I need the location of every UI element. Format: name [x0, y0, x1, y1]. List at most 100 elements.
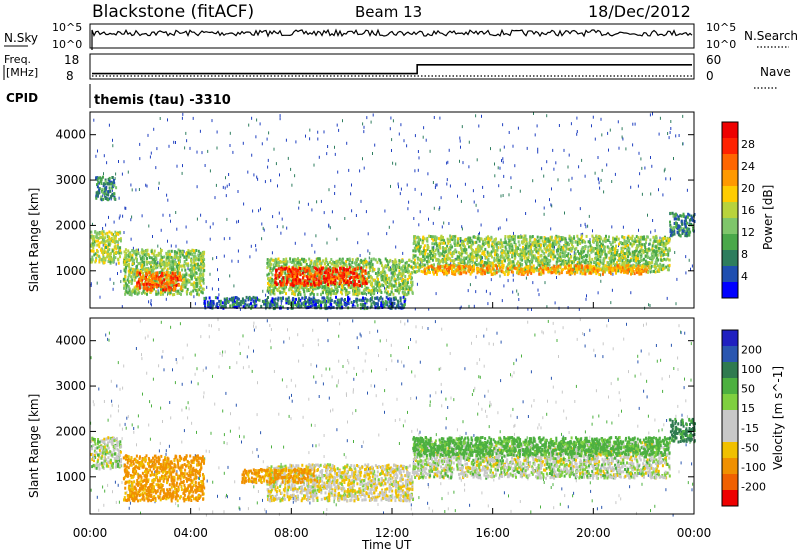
echo-cell [431, 242, 433, 245]
echo-cell [316, 278, 318, 281]
echo-cell [163, 268, 165, 271]
echo-cell [116, 240, 118, 243]
scatter-cell [641, 167, 642, 170]
echo-cell [172, 277, 174, 280]
echo-cell [323, 275, 325, 278]
scatter-cell [247, 171, 248, 174]
echo-cell [276, 274, 278, 277]
scatter-cell [570, 188, 571, 191]
scatter-cell [658, 188, 659, 191]
echo-cell [273, 289, 275, 292]
noise-right-label: N.Search [744, 29, 798, 43]
echo-cell [171, 258, 173, 261]
frequency-trace [92, 65, 692, 74]
echo-cell [588, 254, 590, 257]
scatter-cell [238, 260, 239, 263]
echo-cell [154, 250, 156, 253]
freq-unit-label: [MHz] [6, 66, 38, 79]
echo-cell [318, 274, 320, 277]
echo-cell [294, 301, 296, 304]
echo-cell [304, 269, 306, 272]
scatter-cell [538, 289, 539, 292]
echo-cell [270, 279, 272, 282]
echo-cell [296, 282, 298, 285]
scatter-cell [670, 120, 671, 123]
scatter-cell [319, 156, 320, 159]
scatter-cell [591, 124, 592, 127]
echo-cell [391, 276, 393, 279]
echo-cell [397, 278, 399, 281]
echo-cell [324, 299, 326, 302]
echo-cell [398, 259, 400, 262]
echo-cell [346, 258, 348, 261]
echo-cell [104, 257, 106, 260]
scatter-cell [314, 164, 315, 167]
scatter-cell [197, 218, 198, 221]
scatter-cell [160, 117, 161, 120]
echo-cell [324, 286, 326, 289]
scatter-cell [255, 244, 256, 247]
echo-cell [148, 283, 150, 286]
echo-cell [149, 268, 151, 271]
scatter-cell [161, 229, 162, 232]
echo-cell [363, 265, 365, 268]
scatter-cell [420, 210, 421, 213]
echo-cell [127, 279, 129, 282]
scatter-cell [690, 268, 691, 271]
scatter-cell [606, 163, 607, 166]
echo-cell [111, 258, 113, 261]
echo-cell [158, 292, 160, 295]
echo-cell [306, 289, 308, 292]
echo-cell [522, 246, 524, 249]
echo-cell [118, 262, 120, 265]
scatter-cell [356, 214, 357, 217]
echo-cell [276, 269, 278, 272]
echo-cell [295, 268, 297, 271]
echo-cell [338, 277, 340, 280]
scatter-cell [462, 125, 463, 128]
echo-cell [311, 273, 313, 276]
echo-cell [382, 275, 384, 278]
scatter-cell [599, 181, 600, 184]
scatter-cell [602, 169, 603, 172]
scatter-cell [228, 173, 229, 176]
echo-cell [608, 235, 610, 238]
scatter-cell [130, 218, 131, 221]
scatter-cell [486, 290, 487, 293]
echo-cell [347, 296, 349, 299]
scatter-cell [568, 166, 569, 169]
echo-cell [275, 258, 277, 261]
echo-cell [95, 176, 97, 179]
echo-cell [180, 288, 182, 291]
echo-cell [90, 231, 92, 234]
echo-cell [343, 268, 345, 271]
echo-cell [384, 281, 386, 284]
noise-trace [92, 30, 692, 50]
scatter-cell [676, 278, 677, 281]
scatter-cell [525, 212, 526, 215]
scatter-cell [151, 299, 152, 302]
echo-cell [371, 282, 373, 285]
echo-cell [142, 275, 144, 278]
scatter-cell [407, 184, 408, 187]
scatter-cell [423, 136, 424, 139]
echo-cell [403, 291, 405, 294]
echo-cell [98, 261, 100, 264]
echo-cell [371, 296, 373, 299]
echo-cell [365, 260, 367, 263]
echo-cell [129, 293, 131, 296]
echo-cell [156, 262, 158, 265]
echo-cell [274, 286, 276, 289]
echo-cell [259, 299, 261, 302]
scatter-cell [280, 232, 281, 235]
echo-cell [111, 194, 113, 197]
echo-cell [282, 296, 284, 299]
scatter-cell [327, 242, 328, 245]
echo-cell [169, 253, 171, 256]
scatter-cell [600, 280, 601, 283]
echo-cell [301, 286, 303, 289]
echo-cell [340, 262, 342, 265]
scatter-cell [225, 176, 226, 179]
scatter-cell [543, 175, 544, 178]
